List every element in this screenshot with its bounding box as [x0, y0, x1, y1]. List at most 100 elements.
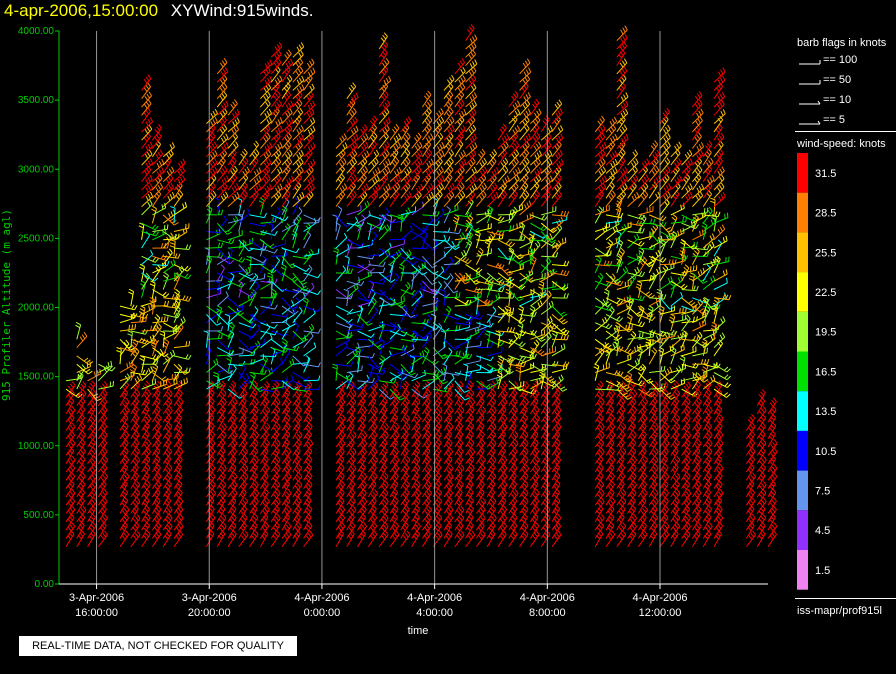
wind-barb-flag: [285, 532, 290, 538]
wind-barb-flag: [305, 402, 310, 407]
wind-barb-staff: [76, 409, 86, 423]
wind-barb-flag: [287, 488, 292, 494]
wind-barb-flag: [414, 399, 419, 405]
wind-barb-staff: [216, 314, 229, 326]
wind-barb-flag: [341, 389, 346, 394]
wind-barb-flag: [155, 507, 160, 513]
wind-barb-flag: [395, 455, 400, 461]
wind-barb-flag: [307, 187, 311, 193]
wind-barb-flag: [67, 526, 72, 532]
wind-barb-staff: [249, 222, 265, 227]
wind-barb-flag: [438, 496, 443, 502]
wind-barb-flag: [89, 477, 94, 482]
wind-barb-staff: [260, 87, 272, 100]
wind-barb-flag: [343, 288, 349, 292]
wind-barb-flag: [153, 535, 158, 540]
wind-barb-flag: [289, 58, 294, 64]
wind-barb-flag: [126, 363, 129, 369]
wind-barb-flag: [419, 149, 423, 155]
wind-barb-flag: [283, 338, 288, 343]
barb-layer: [65, 24, 778, 548]
wind-barb-staff: [119, 377, 131, 390]
wind-barb-flag: [395, 156, 400, 162]
wind-barb-staff: [152, 207, 166, 216]
wind-barb-flag: [220, 187, 224, 192]
wind-barb-flag: [182, 295, 186, 301]
wind-barb-flag: [428, 123, 432, 129]
wind-barb-flag: [393, 137, 397, 143]
wind-barb-flag: [438, 405, 443, 411]
wind-barb-flag: [124, 447, 129, 452]
wind-barb-flag: [294, 477, 299, 482]
wind-barb-flag: [411, 289, 416, 295]
wind-barb-flag: [308, 472, 313, 477]
wind-barb-staff: [400, 347, 412, 359]
wind-barb-flag: [373, 231, 378, 237]
wind-barb-flag: [447, 507, 452, 513]
wind-barb-flag: [296, 433, 301, 438]
wind-barb-flag: [233, 414, 237, 419]
wind-barb-staff: [249, 255, 264, 264]
wind-barb-flag: [157, 264, 162, 270]
wind-barb-flag: [154, 378, 157, 384]
wind-barb-flag: [211, 438, 216, 444]
wind-barb-flag: [286, 179, 290, 185]
wind-barb-flag: [289, 149, 293, 155]
wind-barb-flag: [100, 501, 105, 507]
wind-barb-flag: [366, 200, 370, 206]
wind-barb-flag: [266, 439, 270, 444]
wind-barb-flag: [147, 176, 151, 182]
wind-barb-flag: [103, 422, 108, 427]
wind-barb-flag: [426, 491, 431, 497]
wind-barb-staff: [303, 222, 317, 232]
wind-barb-flag: [103, 367, 108, 373]
wind-barb-flag: [343, 183, 348, 189]
wind-barb-flag: [273, 402, 277, 408]
wind-barb-flag: [373, 447, 378, 452]
wind-barb-flag: [308, 413, 313, 419]
wind-barb-flag: [365, 133, 369, 138]
wind-barb-flag: [276, 77, 281, 83]
wind-barb-flag: [415, 187, 419, 193]
wind-barb-flag: [363, 124, 368, 129]
wind-barb-flag: [171, 191, 175, 197]
wind-barb-staff: [130, 378, 143, 390]
wind-barb-flag: [448, 347, 453, 352]
wind-barb-flag: [294, 435, 299, 441]
wind-barb-flag: [350, 120, 354, 126]
wind-barb-flag: [157, 132, 162, 137]
wind-barb-flag: [424, 468, 429, 474]
wind-barb-flag: [167, 408, 172, 414]
wind-barb-flag: [286, 134, 291, 140]
wind-barb-flag: [175, 288, 180, 293]
wind-barb-flag: [359, 526, 364, 532]
wind-barb-flag: [254, 480, 259, 486]
wind-barb-flag: [361, 491, 365, 496]
wind-barb-flag: [447, 236, 451, 242]
wind-barb-flag: [251, 293, 256, 298]
wind-barb-flag: [275, 159, 280, 165]
wind-barb-flag: [267, 91, 271, 97]
wind-barb-flag: [241, 535, 245, 540]
wind-barb-flag: [96, 370, 99, 376]
wind-barb-staff: [227, 451, 238, 464]
wind-barb-staff: [411, 177, 421, 191]
wind-barb-flag: [147, 389, 152, 395]
wind-barb-flag: [286, 77, 291, 82]
wind-barb-flag: [446, 137, 450, 142]
wind-barb-flag: [254, 306, 259, 311]
wind-barb-flag: [436, 391, 441, 397]
wind-barb-staff: [119, 347, 135, 353]
wind-barb-flag: [294, 526, 299, 532]
wind-barb-flag: [361, 408, 366, 413]
wind-barb-flag: [446, 468, 450, 474]
wind-barb-flag: [437, 145, 441, 151]
wind-barb-flag: [262, 255, 268, 260]
wind-barb-flag: [266, 119, 270, 125]
wind-barb-flag: [306, 474, 311, 480]
wind-barb-flag: [425, 187, 430, 193]
wind-barb-staff: [87, 401, 98, 415]
wind-barb-flag: [296, 137, 300, 143]
wind-barb-flag: [404, 195, 408, 201]
wind-barb-flag: [230, 402, 235, 408]
